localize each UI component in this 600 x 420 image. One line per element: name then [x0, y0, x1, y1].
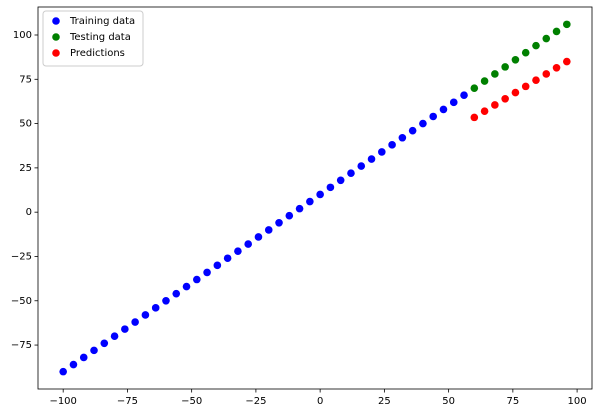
point: [336, 176, 345, 185]
y-tick-label: −25: [11, 251, 32, 262]
point: [470, 84, 479, 92]
point: [69, 360, 78, 369]
point: [326, 183, 335, 192]
x-tick-label: 50: [442, 396, 455, 407]
point: [398, 133, 407, 142]
point: [162, 296, 170, 305]
point: [408, 126, 417, 135]
point: [141, 311, 150, 319]
point: [378, 148, 386, 156]
legend-label: Testing data: [69, 32, 131, 43]
point: [275, 219, 283, 227]
point: [59, 367, 67, 376]
point: [563, 57, 571, 66]
point: [532, 41, 540, 50]
y-tick-label: 100: [13, 30, 32, 41]
point: [511, 55, 520, 64]
y-tick-label: 75: [19, 74, 32, 85]
point: [542, 34, 551, 43]
point: [244, 240, 252, 248]
point: [552, 27, 561, 36]
point: [501, 94, 509, 103]
point: [501, 63, 509, 71]
point: [470, 113, 479, 122]
plot-frame: [37, 6, 593, 390]
point: [79, 353, 88, 362]
point: [357, 162, 366, 170]
y-tick-label: −75: [11, 340, 32, 351]
point: [316, 190, 324, 199]
point: [542, 70, 551, 78]
point: [234, 247, 242, 255]
point: [213, 261, 222, 270]
point: [285, 211, 294, 220]
legend-label: Predictions: [70, 48, 125, 59]
x-tick-label: −75: [117, 396, 138, 407]
point: [151, 304, 160, 312]
y-tick-label: 25: [19, 163, 32, 174]
point: [552, 63, 561, 72]
point: [203, 268, 211, 277]
point: [521, 48, 530, 57]
point: [511, 88, 520, 97]
point: [480, 77, 489, 85]
point: [491, 101, 499, 109]
point: [172, 289, 181, 298]
point: [367, 155, 376, 163]
point: [439, 105, 448, 114]
point: [480, 107, 489, 115]
point: [131, 318, 139, 326]
point: [491, 70, 499, 78]
x-tick-label: −50: [181, 396, 202, 407]
x-tick-label: −100: [49, 396, 76, 407]
point: [429, 112, 438, 121]
point: [347, 169, 355, 177]
point: [110, 332, 119, 341]
point: [306, 197, 314, 206]
point: [419, 119, 427, 128]
x-tick-label: 100: [568, 396, 587, 407]
point: [295, 204, 304, 213]
point: [192, 275, 201, 284]
point: [182, 282, 191, 291]
point: [563, 20, 571, 29]
y-tick-label: −50: [11, 296, 32, 307]
point: [449, 98, 458, 107]
point: [223, 254, 232, 263]
point: [521, 82, 530, 91]
x-tick-label: −25: [245, 396, 266, 407]
legend-marker: [52, 17, 60, 25]
point: [90, 346, 98, 355]
point: [388, 141, 396, 149]
point: [532, 76, 540, 84]
legend-box: [42, 10, 144, 67]
point: [121, 325, 129, 333]
legend-marker: [52, 49, 60, 57]
y-tick-label: 0: [26, 207, 32, 218]
x-tick-label: 0: [317, 396, 323, 407]
point: [100, 339, 109, 348]
point: [460, 91, 468, 100]
legend-marker: [52, 33, 60, 41]
x-tick-label: 75: [506, 396, 519, 407]
x-tick-label: 25: [378, 396, 391, 407]
point: [264, 226, 273, 234]
y-tick-label: 50: [19, 119, 32, 130]
point: [254, 233, 263, 241]
legend-label: Training data: [69, 16, 135, 27]
